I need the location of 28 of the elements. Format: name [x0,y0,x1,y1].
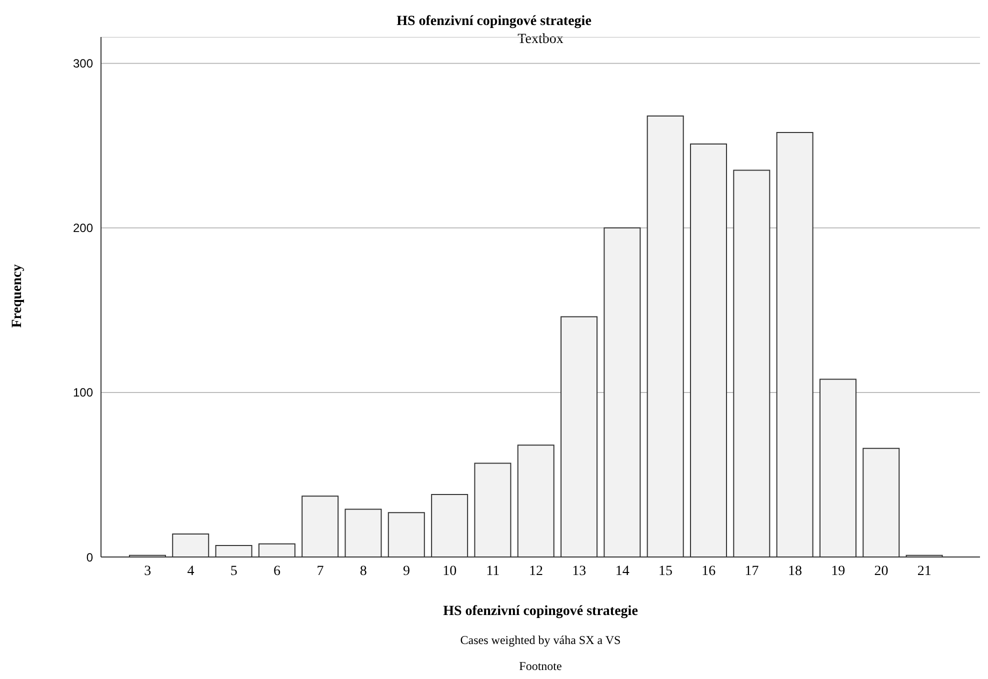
x-tick-label: 14 [615,564,630,579]
x-tick-label: 16 [702,564,716,579]
x-tick-label: 7 [316,564,324,579]
x-tick-label: 12 [529,564,543,579]
x-axis-title: HS ofenzivní copingové strategie [442,604,639,620]
y-tick-label: 200 [72,221,94,236]
x-tick-label: 13 [572,564,586,579]
x-tick-label: 9 [403,564,410,579]
x-tick-label: 18 [788,564,802,579]
x-tick-label: 6 [274,564,281,579]
x-tick-label: 3 [144,564,152,579]
y-axis-title: Frequency [10,263,26,330]
x-tick-label: 21 [917,564,932,579]
x-tick-label: 20 [874,564,888,579]
x-tick-label: 5 [230,564,238,579]
x-tick-label: 19 [831,564,846,579]
y-tick-label: 300 [72,56,94,71]
x-tick-label: 11 [486,564,500,579]
chart-title: HS ofenzivní copingové strategie [396,14,592,30]
text: Cases weighted by váha SX a VS [459,633,622,648]
y-tick-label: 0 [86,550,94,564]
x-tick-label: 8 [360,564,367,579]
y-tick-label: 100 [72,386,94,400]
x-tick-label: 4 [187,564,194,579]
text: Footnote [518,659,563,674]
x-tick-label: 15 [658,564,672,579]
x-tick-label: 17 [744,564,759,579]
x-tick-label: 10 [442,564,457,579]
